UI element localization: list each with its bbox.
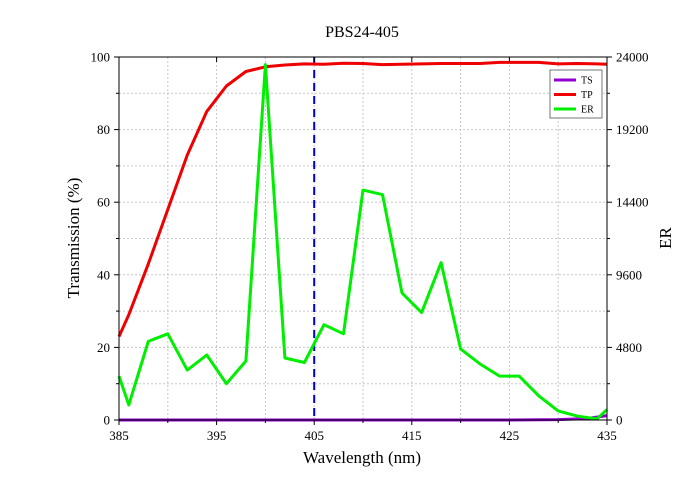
x-tick-label: 435 [597,428,617,443]
y-tick-label-right: 14400 [616,195,649,210]
x-tick-label: 415 [402,428,422,443]
x-tick-label: 405 [304,428,324,443]
y-tick-label-right: 4800 [616,340,642,355]
legend-label-tp: TP [581,90,593,101]
y-tick-label-left: 80 [97,122,110,137]
y-axis-title-right: ER [656,226,675,248]
y-tick-label-right: 0 [616,413,623,428]
y-tick-label-right: 24000 [616,50,649,65]
x-tick-label: 385 [109,428,129,443]
grid [118,56,608,421]
series-line-er [117,63,609,421]
legend-label-ts: TS [581,76,593,87]
y-axis-title-left: Transmission (%) [64,178,83,299]
axes: 385 395 405 415 425 4350204060801000480096001… [91,50,649,444]
x-axis-title: Wavelength (nm) [303,448,421,467]
y-tick-label-left: 0 [104,413,111,428]
legend: TS TP ER [549,69,603,119]
y-tick-label-left: 40 [97,267,110,282]
y-tick-label-right: 9600 [616,267,642,282]
series-line-tp [117,60,608,338]
chart-title: PBS24-405 [325,24,399,41]
x-tick-label: 425 [500,428,520,443]
legend-label-er: ER [581,105,594,116]
y-tick-label-left: 100 [91,50,111,65]
y-tick-label-left: 20 [97,340,110,355]
y-tick-label-left: 60 [97,195,110,210]
x-tick-label: 395 [207,428,227,443]
y-tick-label-right: 19200 [616,122,649,137]
